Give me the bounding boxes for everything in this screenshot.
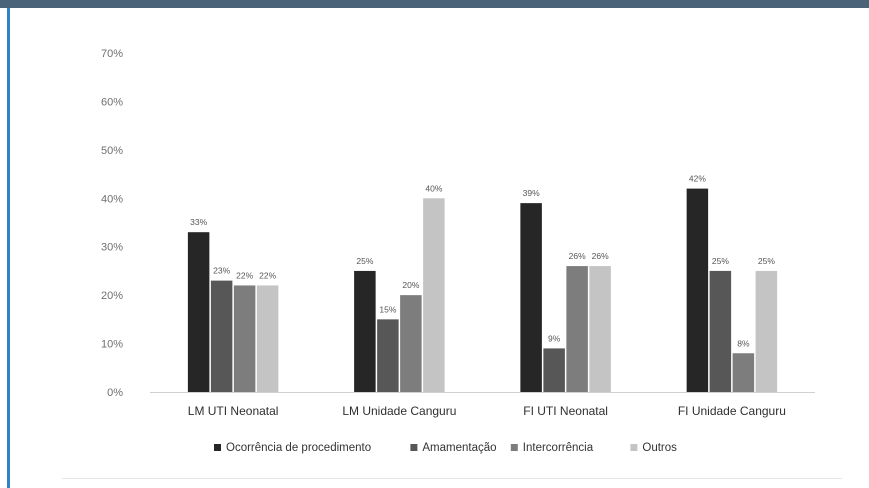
bar — [400, 295, 422, 392]
bar — [233, 285, 256, 392]
bar — [543, 348, 565, 392]
data-label: 15% — [379, 304, 396, 314]
bar — [377, 319, 399, 392]
bar — [566, 266, 588, 392]
legend-swatch — [630, 444, 638, 451]
bar — [520, 203, 542, 392]
bar — [686, 188, 709, 392]
data-label: 25% — [712, 256, 729, 266]
y-tick-label: 60% — [101, 96, 123, 108]
legend-label: Amamentação — [422, 442, 496, 454]
x-axis: LM UTI Neonatal LM Unidade Canguru FI UTI … — [150, 392, 815, 418]
bar — [423, 198, 445, 392]
x-tick-label: FI UTI Neonatal — [523, 404, 608, 418]
left-accent-bar — [7, 8, 10, 488]
y-tick-label: 70% — [101, 48, 123, 60]
y-tick-label: 10% — [101, 339, 123, 351]
bars: 33% 23% 22% 22% 25% 15% 20% 40% 39% 9% 26% 26% 42% 25… — [187, 174, 778, 392]
data-label: 25% — [758, 256, 775, 266]
data-label: 22% — [236, 270, 253, 280]
y-tick-label: 50% — [101, 145, 123, 157]
data-label: 20% — [402, 280, 419, 290]
bar — [354, 270, 376, 392]
data-label: 23% — [213, 266, 230, 276]
legend-label: Intercorrência — [523, 442, 594, 454]
legend-label: Outros — [642, 442, 677, 454]
data-label: 26% — [569, 251, 586, 261]
legend-swatch — [410, 444, 418, 451]
data-label: 22% — [259, 270, 276, 280]
y-axis: 0% 10% 20% 30% 40% 50% 60% 70% — [101, 48, 123, 399]
y-tick-label: 0% — [107, 387, 123, 399]
y-tick-label: 40% — [101, 193, 123, 205]
x-tick-label: LM UTI Neonatal — [188, 404, 279, 418]
bar — [210, 280, 233, 392]
x-tick-label: FI Unidade Canguru — [678, 404, 786, 418]
data-label: 42% — [689, 174, 706, 184]
bar — [755, 270, 778, 392]
legend-swatch — [510, 444, 518, 451]
bar — [732, 353, 755, 392]
y-tick-label: 30% — [101, 242, 123, 254]
data-label: 40% — [425, 183, 442, 193]
data-label: 26% — [592, 251, 609, 261]
bar — [709, 270, 732, 392]
bar — [589, 266, 611, 392]
x-tick-label: LM Unidade Canguru — [342, 404, 456, 418]
legend-label: Ocorrência de procedimento — [226, 442, 371, 454]
top-header-bar — [0, 0, 869, 8]
data-label: 9% — [548, 333, 561, 343]
legend-swatch — [214, 444, 221, 451]
data-label: 39% — [523, 188, 540, 198]
y-tick-label: 20% — [101, 290, 123, 302]
bar — [187, 232, 210, 392]
bottom-divider — [62, 478, 842, 479]
bar — [256, 285, 279, 392]
data-label: 8% — [737, 338, 750, 348]
data-label: 33% — [190, 217, 207, 227]
legend: Ocorrência de procedimento Amamentação Int… — [214, 442, 677, 454]
data-label: 25% — [356, 256, 373, 266]
